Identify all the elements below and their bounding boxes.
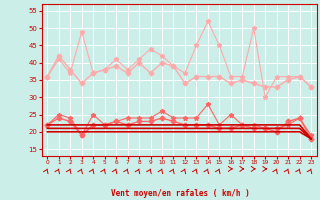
Text: Vent moyen/en rafales ( km/h ): Vent moyen/en rafales ( km/h ) bbox=[111, 189, 250, 198]
